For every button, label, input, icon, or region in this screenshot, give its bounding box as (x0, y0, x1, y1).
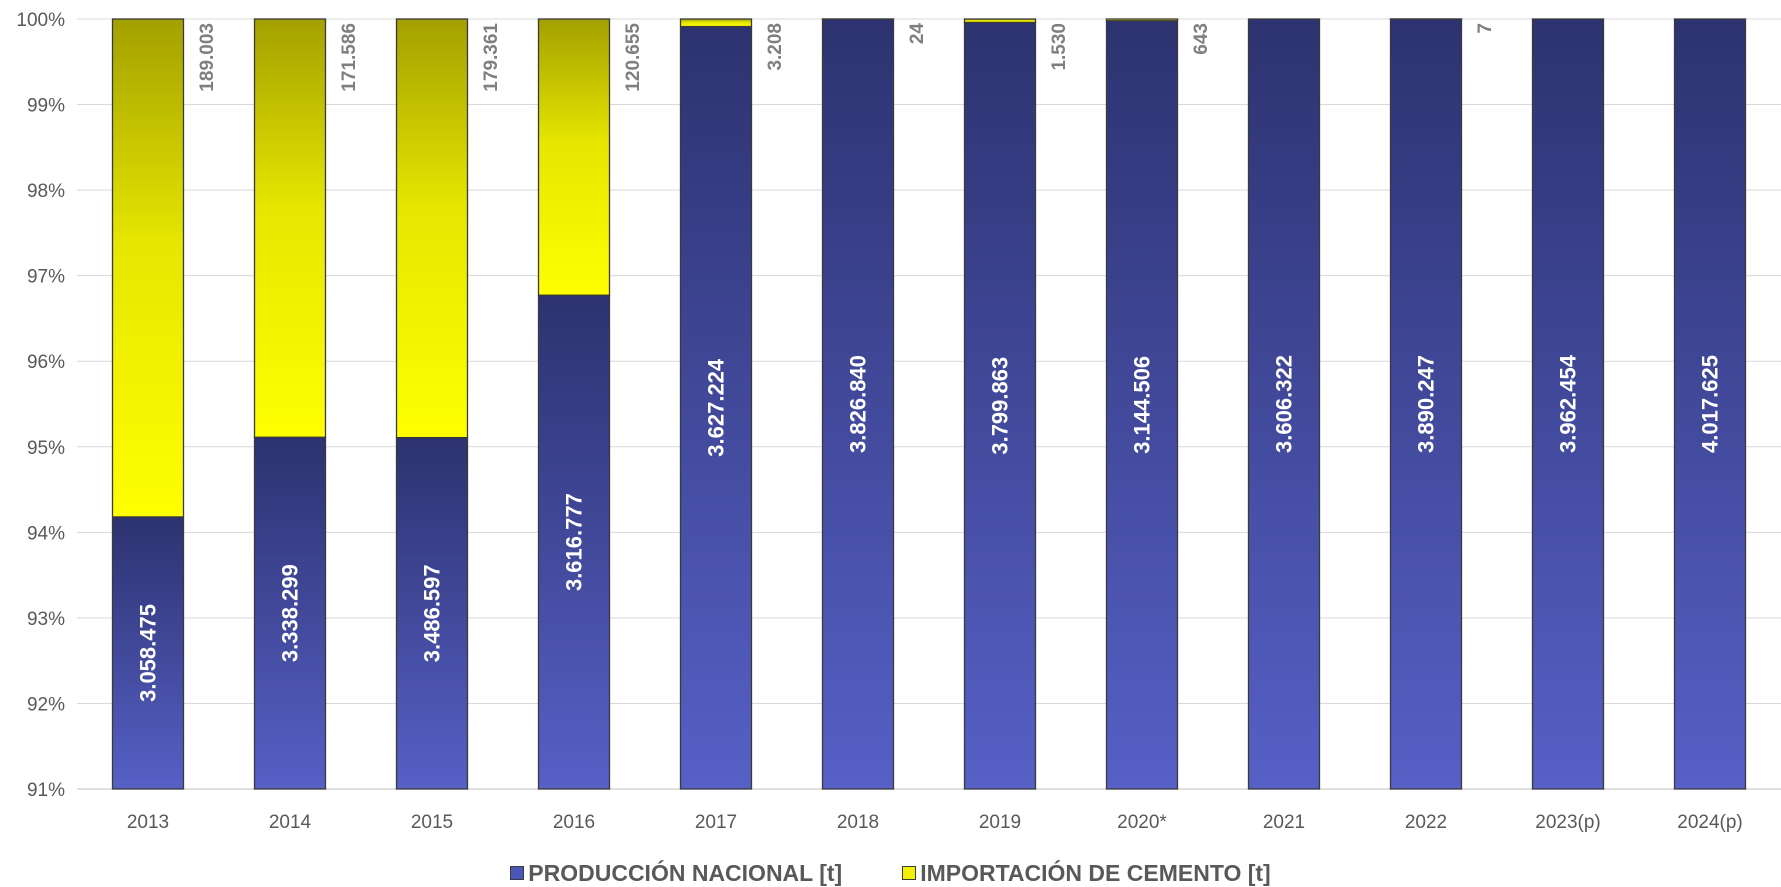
y-tick-label: 94% (27, 523, 65, 544)
x-tick-label: 2018 (837, 812, 879, 833)
data-label-produccion: 3.962.454 (1556, 354, 1581, 453)
gridlines (77, 19, 1781, 789)
data-label-produccion: 3.058.475 (136, 604, 161, 702)
y-tick-label: 92% (27, 694, 65, 715)
data-label-importacion: 120.655 (623, 23, 644, 92)
y-tick-label: 98% (27, 181, 65, 202)
legend: PRODUCCIÓN NACIONAL [t] IMPORTACIÓN DE C… (0, 860, 1781, 886)
y-tick-label: 91% (27, 780, 65, 801)
data-label-produccion: 3.144.506 (1130, 356, 1155, 454)
legend-swatch-produccion (510, 866, 524, 880)
x-axis: 2013 2014 2015 2016 2017 2018 2019 2020* 2021 202… (127, 812, 1743, 833)
x-tick-label: 2017 (695, 812, 737, 833)
data-label-importacion: 189.003 (197, 23, 218, 92)
y-tick-label: 93% (27, 609, 65, 630)
bar-importacion (113, 19, 184, 517)
x-tick-label: 2014 (269, 812, 312, 833)
legend-swatch-importacion (902, 866, 916, 880)
bar-importacion (255, 19, 326, 437)
x-tick-label: 2020* (1117, 812, 1167, 833)
x-tick-label: 2021 (1263, 812, 1305, 833)
y-tick-label: 96% (27, 352, 65, 373)
data-label-produccion: 3.799.863 (988, 357, 1013, 455)
data-label-importacion: 24 (907, 23, 928, 45)
x-tick-label: 2016 (553, 812, 595, 833)
legend-item-importacion: IMPORTACIÓN DE CEMENTO [t] (902, 860, 1271, 887)
data-label-produccion: 3.627.224 (704, 358, 729, 457)
bars: 3.058.475 189.003 3.338.299 171.586 3.486.59… (113, 19, 1746, 789)
data-label-importacion: 643 (1191, 23, 1212, 55)
bar-importacion (397, 19, 468, 438)
bar-importacion (681, 19, 752, 27)
data-label-importacion: 171.586 (339, 23, 360, 92)
data-label-produccion: 3.486.597 (420, 564, 445, 662)
data-label-produccion: 3.826.840 (846, 355, 871, 453)
y-tick-label: 95% (27, 438, 65, 459)
data-label-importacion: 3.208 (765, 23, 786, 71)
bar-importacion (1107, 19, 1178, 21)
x-tick-label: 2013 (127, 812, 169, 833)
data-label-importacion: 7 (1475, 23, 1496, 34)
data-label-produccion: 3.606.322 (1272, 355, 1297, 453)
data-label-produccion: 3.616.777 (562, 493, 587, 591)
data-label-produccion: 3.338.299 (278, 564, 303, 662)
bar-importacion (965, 19, 1036, 22)
x-tick-label: 2015 (411, 812, 453, 833)
data-label-produccion: 3.890.247 (1414, 355, 1439, 453)
bar-importacion (539, 19, 610, 295)
data-label-importacion: 179.361 (481, 23, 502, 92)
legend-label-produccion: PRODUCCIÓN NACIONAL [t] (528, 860, 842, 887)
x-tick-label: 2024(p) (1677, 812, 1743, 833)
data-label-produccion: 4.017.625 (1698, 355, 1723, 453)
stacked-bar-chart: 91% 92% 93% 94% 95% 96% 97% 98% 99% 100% 3.058.47… (0, 0, 1781, 860)
x-tick-label: 2019 (979, 812, 1021, 833)
legend-item-produccion: PRODUCCIÓN NACIONAL [t] (510, 860, 842, 887)
y-tick-label: 99% (27, 96, 65, 117)
x-tick-label: 2022 (1405, 812, 1447, 833)
y-tick-label: 100% (16, 10, 65, 31)
y-tick-label: 97% (27, 267, 65, 288)
data-label-importacion: 1.530 (1049, 23, 1070, 71)
legend-label-importacion: IMPORTACIÓN DE CEMENTO [t] (920, 860, 1271, 887)
x-tick-label: 2023(p) (1535, 812, 1601, 833)
